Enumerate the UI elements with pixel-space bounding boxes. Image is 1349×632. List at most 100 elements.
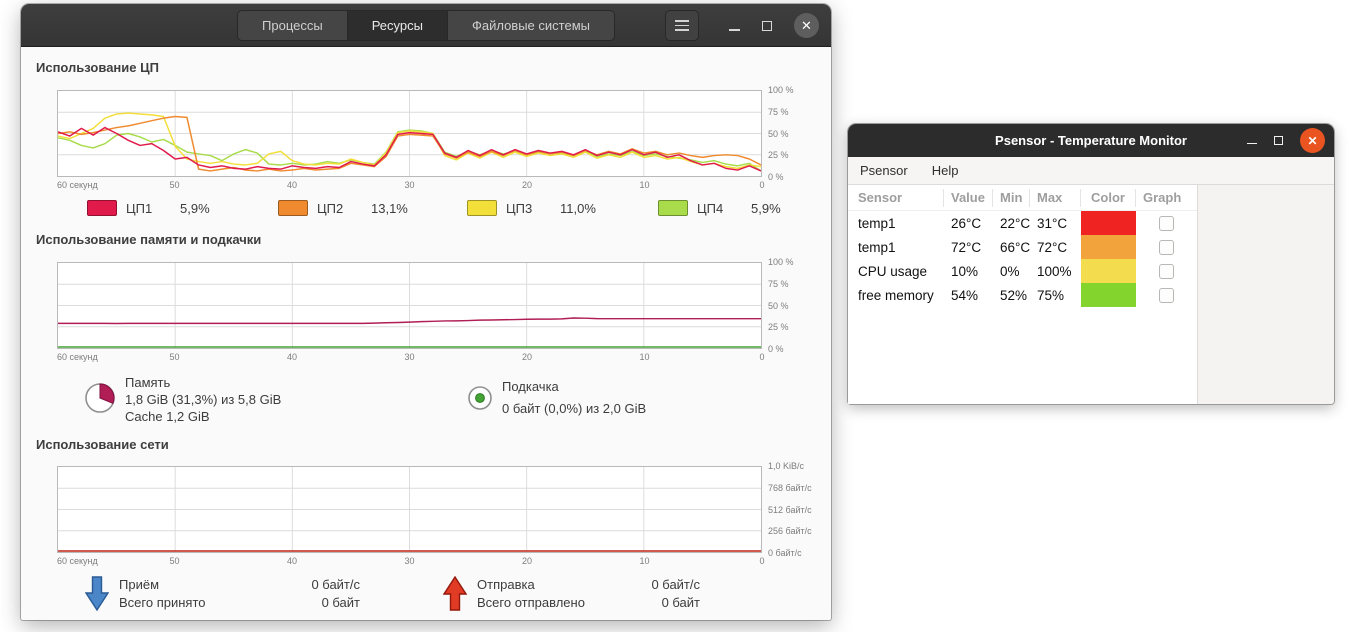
- system-monitor-titlebar[interactable]: Процессы Ресурсы Файловые системы ✕: [21, 4, 831, 47]
- y-tick-label: 100 %: [768, 257, 794, 267]
- close-button[interactable]: ✕: [794, 13, 819, 38]
- table-row[interactable]: temp1 72°C 66°C 72°C: [848, 235, 1197, 259]
- download-arrow-icon: [85, 576, 109, 612]
- x-tick-label: 10: [639, 180, 650, 190]
- cpu-section-title: Использование ЦП: [36, 60, 159, 75]
- sensor-table-header: Sensor Value Min Max Color Graph: [848, 185, 1197, 211]
- sensor-value: 10%: [951, 263, 979, 279]
- x-tick-label: 40: [286, 180, 298, 190]
- graph-checkbox[interactable]: [1159, 287, 1174, 303]
- x-tick-label: 40: [286, 352, 298, 362]
- send-total-value: 0 байт: [661, 595, 700, 610]
- y-tick-label: 50 %: [768, 128, 789, 139]
- psensor-close-icon: ✕: [1307, 133, 1318, 148]
- series-ЦП3: [58, 112, 761, 170]
- col-sensor[interactable]: Sensor: [848, 188, 944, 207]
- graph-checkbox[interactable]: [1159, 263, 1174, 279]
- cpu1-color-swatch: [87, 200, 117, 216]
- tab-resources[interactable]: Ресурсы: [346, 10, 447, 41]
- legend-cpu4: ЦП4 5,9%: [658, 200, 781, 216]
- swap-usage-value: 0 байт (0,0%) из 2,0 GiB: [502, 401, 647, 416]
- series-Память: [58, 317, 761, 325]
- sensor-max: 75%: [1037, 287, 1065, 303]
- tab-processes[interactable]: Процессы: [237, 10, 347, 41]
- memory-x-axis: 60 секунд 50 40 30 20 10 0: [57, 352, 765, 364]
- sensor-color-swatch[interactable]: [1081, 283, 1136, 307]
- y-tick-label: 75 %: [768, 278, 789, 289]
- table-row[interactable]: free memory 54% 52% 75%: [848, 283, 1197, 307]
- x-tick-label: 0: [759, 180, 765, 190]
- window-controls: ✕: [729, 4, 819, 47]
- legend-cpu3: ЦП3 11,0%: [467, 200, 596, 216]
- sensor-color-swatch[interactable]: [1081, 235, 1136, 259]
- legend-cpu1: ЦП1 5,9%: [87, 200, 210, 216]
- hamburger-icon: [675, 17, 689, 34]
- receive-total-value: 0 байт: [321, 595, 360, 610]
- send-total-label: Всего отправлено: [477, 595, 585, 610]
- cpu4-color-swatch: [658, 200, 688, 216]
- swap-label: Подкачка: [502, 379, 559, 394]
- x-tick-label: 20: [521, 180, 533, 190]
- col-value[interactable]: Value: [944, 188, 993, 207]
- minimize-button[interactable]: [729, 28, 740, 31]
- cpu3-color-swatch: [467, 200, 497, 216]
- psensor-window-title: Psensor - Temperature Monitor: [995, 133, 1187, 148]
- y-tick-label: 256 байт/с: [768, 526, 812, 537]
- network-x-axis: 60 секунд 50 40 30 20 10 0: [57, 556, 765, 568]
- table-row[interactable]: CPU usage 10% 0% 100%: [848, 259, 1197, 283]
- x-tick-label: 50: [169, 180, 180, 190]
- memory-info: Память 1,8 GiB (31,3%) из 5,8 GiB Cache …: [84, 374, 281, 425]
- maximize-button[interactable]: [762, 20, 772, 31]
- col-graph[interactable]: Graph: [1143, 189, 1182, 205]
- cpu-x-axis: 60 секунд 50 40 30 20 10 0: [57, 180, 765, 192]
- graph-checkbox[interactable]: [1159, 215, 1174, 231]
- table-row[interactable]: temp1 26°C 22°C 31°C: [848, 211, 1197, 235]
- sensor-max: 31°C: [1037, 215, 1068, 231]
- menu-help[interactable]: Help: [931, 163, 959, 178]
- psensor-minimize-button[interactable]: [1247, 142, 1257, 145]
- memory-y-axis: 0 % 25 % 50 % 75 % 100 %: [768, 257, 828, 354]
- sensor-name: temp1: [858, 215, 896, 231]
- sensor-name: CPU usage: [858, 263, 928, 279]
- close-icon: ✕: [801, 18, 812, 33]
- x-tick-label: 20: [521, 352, 533, 362]
- memory-cache-value: Cache 1,2 GiB: [125, 409, 210, 424]
- x-tick-label: 50: [169, 352, 180, 362]
- x-tick-label: 10: [639, 556, 650, 566]
- network-send-info: Отправка Всего отправлено 0 байт/с 0 бай…: [443, 576, 703, 612]
- x-tick-label: 10: [639, 352, 650, 362]
- sensor-color-swatch[interactable]: [1081, 259, 1136, 283]
- psensor-maximize-button[interactable]: [1274, 136, 1283, 145]
- series-ЦП1: [58, 126, 761, 172]
- y-tick-label: 100 %: [768, 85, 794, 95]
- x-tick-label: 40: [286, 556, 298, 566]
- tab-filesystems[interactable]: Файловые системы: [446, 10, 615, 41]
- network-y-axis: 0 байт/с 256 байт/с 512 байт/с 768 байт/с 1,…: [768, 461, 828, 558]
- psensor-menubar: Psensor Help: [848, 157, 1334, 185]
- psensor-close-button[interactable]: ✕: [1300, 128, 1325, 153]
- sensor-max: 72°C: [1037, 239, 1068, 255]
- app-menu-button[interactable]: [665, 10, 699, 41]
- cpu2-label: ЦП2: [317, 200, 344, 216]
- menu-psensor[interactable]: Psensor: [860, 163, 908, 178]
- x-tick-label: 30: [404, 180, 415, 190]
- psensor-body: Sensor Value Min Max Color Graph temp1 2…: [848, 185, 1334, 404]
- col-color[interactable]: Color: [1081, 188, 1136, 207]
- col-max[interactable]: Max: [1030, 188, 1081, 207]
- series-ЦП2: [58, 115, 761, 172]
- y-tick-label: 25 %: [768, 150, 789, 161]
- receive-total-label: Всего принято: [119, 595, 206, 610]
- cpu1-value: 5,9%: [180, 200, 210, 216]
- psensor-titlebar[interactable]: Psensor - Temperature Monitor ✕: [848, 124, 1334, 157]
- x-tick-label: 60 секунд: [57, 556, 98, 566]
- cpu-y-axis: 0 % 25 % 50 % 75 % 100 %: [768, 85, 828, 182]
- y-tick-label: 1,0 KiB/c: [768, 461, 805, 471]
- system-monitor-window: Процессы Ресурсы Файловые системы ✕ Испо…: [21, 4, 831, 620]
- sensor-color-swatch[interactable]: [1081, 211, 1136, 235]
- y-tick-label: 0 байт/с: [768, 548, 802, 558]
- x-tick-label: 30: [404, 556, 415, 566]
- sensor-name: free memory: [858, 287, 934, 303]
- graph-checkbox[interactable]: [1159, 239, 1174, 255]
- cpu1-label: ЦП1: [126, 200, 153, 216]
- col-min[interactable]: Min: [993, 188, 1030, 207]
